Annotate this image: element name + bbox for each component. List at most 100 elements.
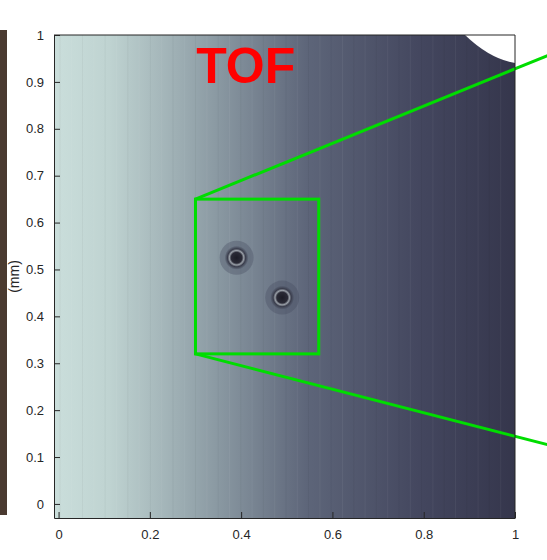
streak bbox=[173, 35, 174, 518]
streak bbox=[184, 35, 185, 518]
streak bbox=[206, 35, 207, 518]
tick: 0.8 bbox=[415, 512, 433, 542]
streak bbox=[82, 35, 83, 518]
streak bbox=[399, 35, 400, 518]
tick-label: 0.6 bbox=[324, 527, 342, 542]
tick: 0 bbox=[37, 497, 60, 512]
streaks bbox=[60, 35, 501, 518]
tick: 0.4 bbox=[26, 309, 60, 324]
white-region bbox=[465, 35, 515, 63]
tick-mark bbox=[54, 457, 60, 458]
streak bbox=[342, 35, 343, 518]
streak bbox=[150, 35, 151, 518]
tick-mark bbox=[54, 316, 60, 317]
tick: 0.7 bbox=[26, 168, 60, 183]
tick-mark bbox=[54, 269, 60, 270]
streak bbox=[161, 35, 162, 518]
frame bbox=[54, 35, 515, 36]
tick-mark bbox=[54, 410, 60, 411]
streak bbox=[286, 35, 287, 518]
tick-mark bbox=[59, 512, 60, 518]
streak bbox=[387, 35, 388, 518]
streak bbox=[376, 35, 377, 518]
streak bbox=[500, 35, 501, 518]
tick-mark bbox=[54, 223, 60, 224]
zoom-box bbox=[195, 199, 318, 354]
pit-halo bbox=[220, 241, 254, 275]
streak bbox=[229, 35, 230, 518]
tick-label: 0.9 bbox=[26, 75, 44, 90]
tick-mark bbox=[241, 512, 242, 518]
streak bbox=[274, 35, 275, 518]
tick: 0.3 bbox=[26, 356, 60, 371]
x-axis: 0 0.2 0.4 0.6 0.8 1 bbox=[55, 512, 520, 542]
title: TOF bbox=[196, 38, 295, 94]
tick-label: 0.8 bbox=[415, 527, 433, 542]
tick: 0.2 bbox=[26, 403, 60, 418]
tick-mark bbox=[54, 176, 60, 177]
tick-label: 0 bbox=[37, 497, 44, 512]
tick: 0.5 bbox=[26, 262, 60, 277]
tick-mark bbox=[54, 363, 60, 364]
tick-label: 0.6 bbox=[26, 215, 44, 230]
tick: 0.8 bbox=[26, 121, 60, 136]
tick-label: 0.2 bbox=[141, 527, 159, 542]
y-axis-title: (mm) bbox=[6, 260, 22, 293]
tick-mark bbox=[54, 129, 60, 130]
tick-label: 0.8 bbox=[26, 121, 44, 136]
axis-line bbox=[54, 36, 55, 519]
zoom-line bbox=[195, 354, 547, 445]
streak bbox=[116, 35, 117, 518]
streak bbox=[331, 35, 332, 518]
tick-mark bbox=[424, 512, 425, 518]
tick: 0.6 bbox=[324, 512, 342, 542]
pit bbox=[270, 286, 294, 310]
tick-mark bbox=[54, 82, 60, 83]
streak bbox=[240, 35, 241, 518]
streak bbox=[365, 35, 366, 518]
streak bbox=[297, 35, 298, 518]
streak bbox=[105, 35, 106, 518]
tick-label: 0.7 bbox=[26, 168, 44, 183]
tick-label: 0.4 bbox=[233, 527, 251, 542]
streak bbox=[60, 35, 61, 518]
tick-label: 0 bbox=[55, 527, 62, 542]
tick: 0.4 bbox=[233, 512, 251, 542]
axis-line bbox=[55, 518, 516, 519]
tick-label: 0.4 bbox=[26, 309, 44, 324]
frame bbox=[515, 35, 516, 518]
tick-mark bbox=[150, 512, 151, 518]
streak bbox=[308, 35, 309, 518]
streak bbox=[466, 35, 467, 518]
tick-label: 0.2 bbox=[26, 403, 44, 418]
tick: 0.9 bbox=[26, 75, 60, 90]
tick-label: 0.5 bbox=[26, 262, 44, 277]
tick: 0.6 bbox=[26, 215, 60, 230]
streak bbox=[139, 35, 140, 518]
tick: 0.1 bbox=[26, 450, 60, 465]
streak bbox=[455, 35, 456, 518]
pit bbox=[225, 246, 249, 270]
streak bbox=[218, 35, 219, 518]
tick-label: 1 bbox=[512, 527, 519, 542]
tick-mark bbox=[332, 512, 333, 518]
streak bbox=[432, 35, 433, 518]
streak bbox=[252, 35, 253, 518]
tick: 0 bbox=[55, 512, 62, 542]
streak bbox=[444, 35, 445, 518]
streak bbox=[127, 35, 128, 518]
tick-label: 0.3 bbox=[26, 356, 44, 371]
streak bbox=[489, 35, 490, 518]
plot-area bbox=[195, 199, 318, 354]
streak bbox=[353, 35, 354, 518]
y-axis: 0 0.1 0.2 0.3 0.4 0.5 0.6 0.7 0.8 0.9 1 bbox=[26, 28, 60, 519]
streak bbox=[478, 35, 479, 518]
tick-mark bbox=[54, 504, 60, 505]
streak bbox=[71, 35, 72, 518]
pit-halo bbox=[265, 281, 299, 315]
tick-label: 0.1 bbox=[26, 450, 44, 465]
streak bbox=[263, 35, 264, 518]
tick-label: 1 bbox=[37, 28, 44, 43]
tick: 0.2 bbox=[141, 512, 159, 542]
streak bbox=[410, 35, 411, 518]
